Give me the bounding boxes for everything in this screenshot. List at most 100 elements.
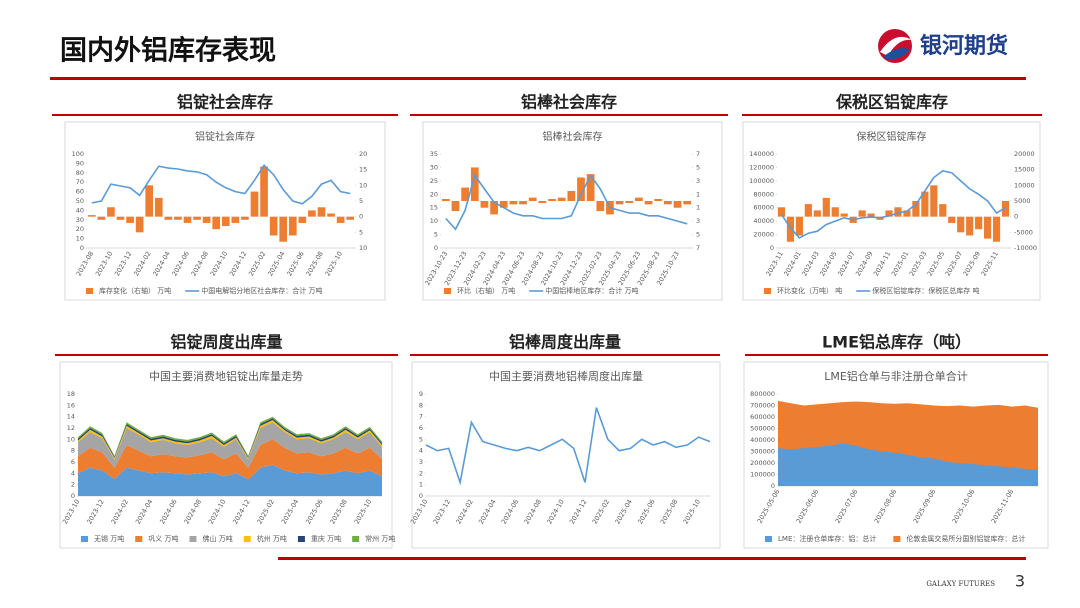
bar [786, 216, 795, 242]
bar [625, 201, 634, 204]
legend-label: 杭州 万吨 [257, 534, 287, 543]
bar [795, 216, 803, 236]
y-tick-label: 4 [71, 469, 75, 477]
bar [116, 216, 125, 220]
bar [499, 201, 508, 208]
bar [87, 215, 96, 217]
y-tick-label: 300000 [750, 448, 775, 456]
legend-label: 中国铝棒地区库存：合计 万吨 [545, 286, 638, 295]
y2-tick-label: 5 [359, 228, 363, 236]
chart-frame [411, 361, 721, 549]
y-tick-label: 20000 [753, 231, 774, 239]
y-tick-label: 0 [771, 482, 775, 490]
bar [654, 198, 663, 201]
logo-icon [878, 29, 912, 63]
bar [921, 191, 929, 217]
legend-label: 库存变化（右轴） 万吨 [99, 286, 171, 295]
y-tick-label: 12 [67, 424, 75, 432]
bar [451, 201, 460, 212]
y-tick-label: 600000 [750, 413, 775, 421]
panel-rule [55, 354, 398, 356]
bar [288, 216, 297, 236]
legend-label: LME：注册仓单库存：铝：总计 [778, 534, 876, 543]
y-tick-label: 0 [770, 244, 774, 252]
bar [664, 201, 672, 205]
y-tick-label: 70 [76, 178, 84, 186]
bar [279, 216, 288, 242]
legend-label: 环比变化（万吨） 吨 [777, 286, 842, 295]
y-tick-label: 8 [419, 401, 423, 409]
bar [858, 210, 866, 217]
bar [221, 216, 230, 227]
area-series [78, 464, 382, 496]
bar [135, 216, 144, 233]
bar [1001, 201, 1010, 217]
y-tick-label: 14 [67, 413, 75, 421]
y2-tick-label: 10 [359, 181, 367, 189]
y-tick-label: 5 [434, 231, 438, 239]
legend-swatch [81, 536, 88, 542]
y-tick-label: 18 [67, 390, 75, 398]
line-series [445, 173, 688, 231]
bar [269, 216, 278, 236]
bar [966, 216, 974, 236]
chart-frame [422, 121, 723, 301]
y-tick-label: 80 [76, 169, 84, 177]
legend-swatch [764, 288, 771, 294]
y-tick-label: 3 [419, 458, 423, 466]
y-tick-label: 25 [430, 177, 438, 185]
y-tick-label: 9 [419, 390, 423, 398]
footer-rule [278, 557, 1026, 560]
bar [241, 216, 249, 220]
bar [557, 197, 566, 201]
slide-title: 国内外铝库存表现 [60, 36, 276, 67]
bar [984, 216, 992, 239]
y2-tick-label: 0 [359, 213, 363, 221]
area-series [778, 443, 1038, 486]
y-tick-label: 140000 [749, 150, 774, 158]
bar [644, 201, 653, 205]
y2-tick-label: 10 [359, 244, 367, 252]
y-tick-label: 200000 [750, 459, 775, 467]
bar [635, 197, 643, 201]
bar [145, 185, 154, 217]
bar [930, 185, 938, 217]
bar [822, 197, 830, 217]
bar [336, 216, 345, 223]
y2-tick-label: 3 [696, 217, 700, 225]
y2-tick-label: 10000 [1014, 181, 1035, 189]
panel-rule [52, 114, 398, 116]
y2-tick-label: 15000 [1014, 166, 1035, 174]
bar [975, 216, 983, 230]
bar [894, 207, 902, 217]
bar [260, 166, 268, 217]
logo-text: 银河期货 [920, 33, 1008, 59]
chart-title: LME铝仓单与非注册仓单合计 [824, 369, 968, 383]
y2-tick-label: 5 [696, 163, 700, 171]
bar [107, 207, 115, 217]
legend-label: 巩义 万吨 [148, 534, 178, 543]
y-tick-label: 10 [76, 235, 84, 243]
y-tick-label: 120000 [749, 163, 774, 171]
footer-brand: GALAXY FUTURES [926, 580, 995, 588]
y-tick-label: 35 [430, 150, 438, 158]
bar [804, 204, 812, 217]
y-tick-label: 100000 [749, 177, 774, 185]
y2-tick-label: -5000 [1014, 228, 1033, 236]
legend-swatch [352, 536, 360, 542]
y2-tick-label: 5000 [1014, 197, 1031, 205]
y-tick-label: 500000 [750, 425, 775, 433]
legend-swatch [765, 536, 772, 542]
legend-label: 无锡 万吨 [94, 534, 124, 543]
panel-heading: 铝锭社会库存 [177, 93, 273, 112]
panel-heading: LME铝总库存（吨） [822, 333, 971, 352]
y2-tick-label: 1 [696, 190, 700, 198]
legend-swatch [297, 536, 305, 542]
bar [813, 210, 821, 217]
panel-heading: 铝锭周度出库量 [170, 333, 282, 352]
bar [840, 213, 848, 217]
y-tick-label: 60 [76, 188, 84, 196]
legend-label: 佛山 万吨 [202, 534, 232, 543]
bar [126, 216, 134, 223]
panel-rule [410, 354, 720, 356]
